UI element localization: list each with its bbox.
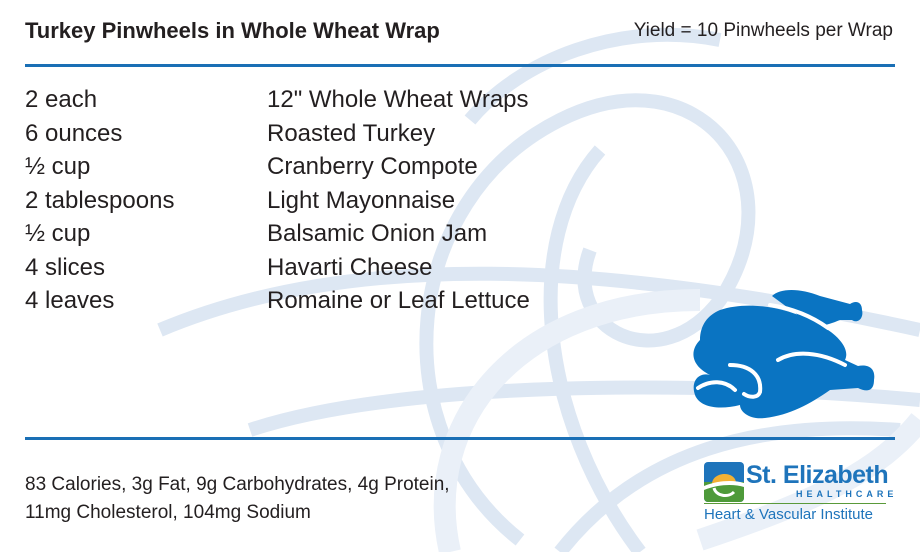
nutrition-line-2: 11mg Cholesterol, 104mg Sodium	[25, 502, 311, 523]
bottom-divider	[25, 437, 895, 440]
logo-mark-icon	[704, 462, 744, 502]
ingredient-list: 2 each 12" Whole Wheat Wraps 6 ounces Roas…	[25, 83, 530, 318]
logo-divider	[704, 503, 886, 504]
ingredient-qty: ½ cup	[25, 153, 91, 180]
ingredient-qty: ½ cup	[25, 220, 91, 247]
logo-name: St. Elizabeth	[746, 461, 889, 489]
ingredient-item: Romaine or Leaf Lettuce	[267, 287, 530, 314]
ingredient-row: 2 each 12" Whole Wheat Wraps	[25, 83, 530, 117]
ingredient-qty: 4 leaves	[25, 287, 115, 314]
st-elizabeth-logo: St. Elizabeth HEALTHCARE Heart & Vascula…	[704, 461, 898, 528]
ingredient-item: Cranberry Compote	[267, 153, 478, 180]
logo-institute: Heart & Vascular Institute	[704, 506, 873, 523]
turkey-icon	[693, 290, 875, 419]
ingredient-qty: 4 slices	[25, 253, 106, 281]
logo-sub: HEALTHCARE	[796, 489, 898, 499]
ingredient-qty: 6 ounces	[25, 119, 123, 147]
ingredient-item: Balsamic Onion Jam	[267, 220, 488, 247]
recipe-title: Turkey Pinwheels in Whole Wheat Wrap	[25, 18, 440, 43]
ingredient-row: 2 tablespoons Light Mayonnaise	[25, 184, 530, 218]
top-divider	[25, 64, 895, 67]
ingredient-item: 12" Whole Wheat Wraps	[267, 86, 529, 113]
yield-text: Yield = 10 Pinwheels per Wrap	[633, 20, 893, 41]
ingredient-row: ½ cup Balsamic Onion Jam	[25, 217, 530, 251]
nutrition-info: 83 Calories, 3g Fat, 9g Carbohydrates, 4…	[25, 471, 450, 527]
ingredient-item: Light Mayonnaise	[267, 186, 456, 214]
ingredient-row: 4 leaves Romaine or Leaf Lettuce	[25, 284, 530, 318]
ingredient-row: ½ cup Cranberry Compote	[25, 150, 530, 184]
nutrition-line-1: 83 Calories, 3g Fat, 9g Carbohydrates, 4…	[25, 474, 450, 495]
ingredient-row: 4 slices Havarti Cheese	[25, 251, 530, 285]
ingredient-qty: 2 tablespoons	[25, 186, 175, 214]
ingredient-item: Havarti Cheese	[267, 253, 433, 281]
ingredient-row: 6 ounces Roasted Turkey	[25, 117, 530, 151]
ingredient-item: Roasted Turkey	[267, 119, 436, 147]
ingredient-qty: 2 each	[25, 86, 98, 113]
